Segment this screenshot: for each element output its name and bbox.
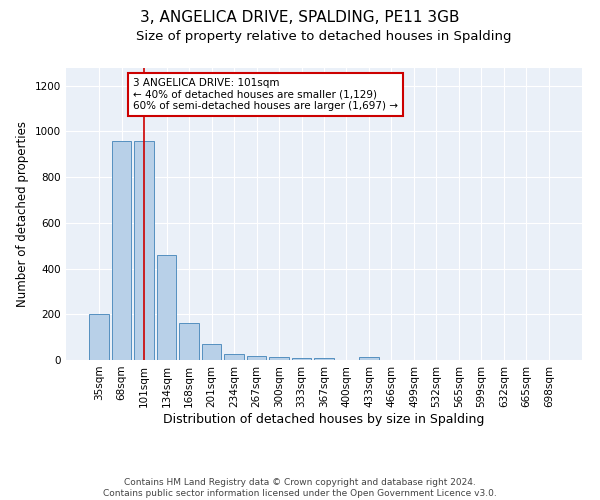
Bar [134,140,154,360]
Bar [179,324,199,360]
Bar [112,140,131,360]
Y-axis label: Number of detached properties: Number of detached properties [16,120,29,306]
Title: Size of property relative to detached houses in Spalding: Size of property relative to detached ho… [136,30,512,43]
Bar [359,356,379,360]
Bar [89,314,109,360]
Text: 3, ANGELICA DRIVE, SPALDING, PE11 3GB: 3, ANGELICA DRIVE, SPALDING, PE11 3GB [140,10,460,25]
Bar [224,354,244,360]
Bar [247,356,266,360]
Bar [202,344,221,360]
Text: 3 ANGELICA DRIVE: 101sqm
← 40% of detached houses are smaller (1,129)
60% of sem: 3 ANGELICA DRIVE: 101sqm ← 40% of detach… [133,78,398,111]
X-axis label: Distribution of detached houses by size in Spalding: Distribution of detached houses by size … [163,412,485,426]
Bar [292,358,311,360]
Bar [314,358,334,360]
Text: Contains HM Land Registry data © Crown copyright and database right 2024.
Contai: Contains HM Land Registry data © Crown c… [103,478,497,498]
Bar [269,356,289,360]
Bar [157,255,176,360]
